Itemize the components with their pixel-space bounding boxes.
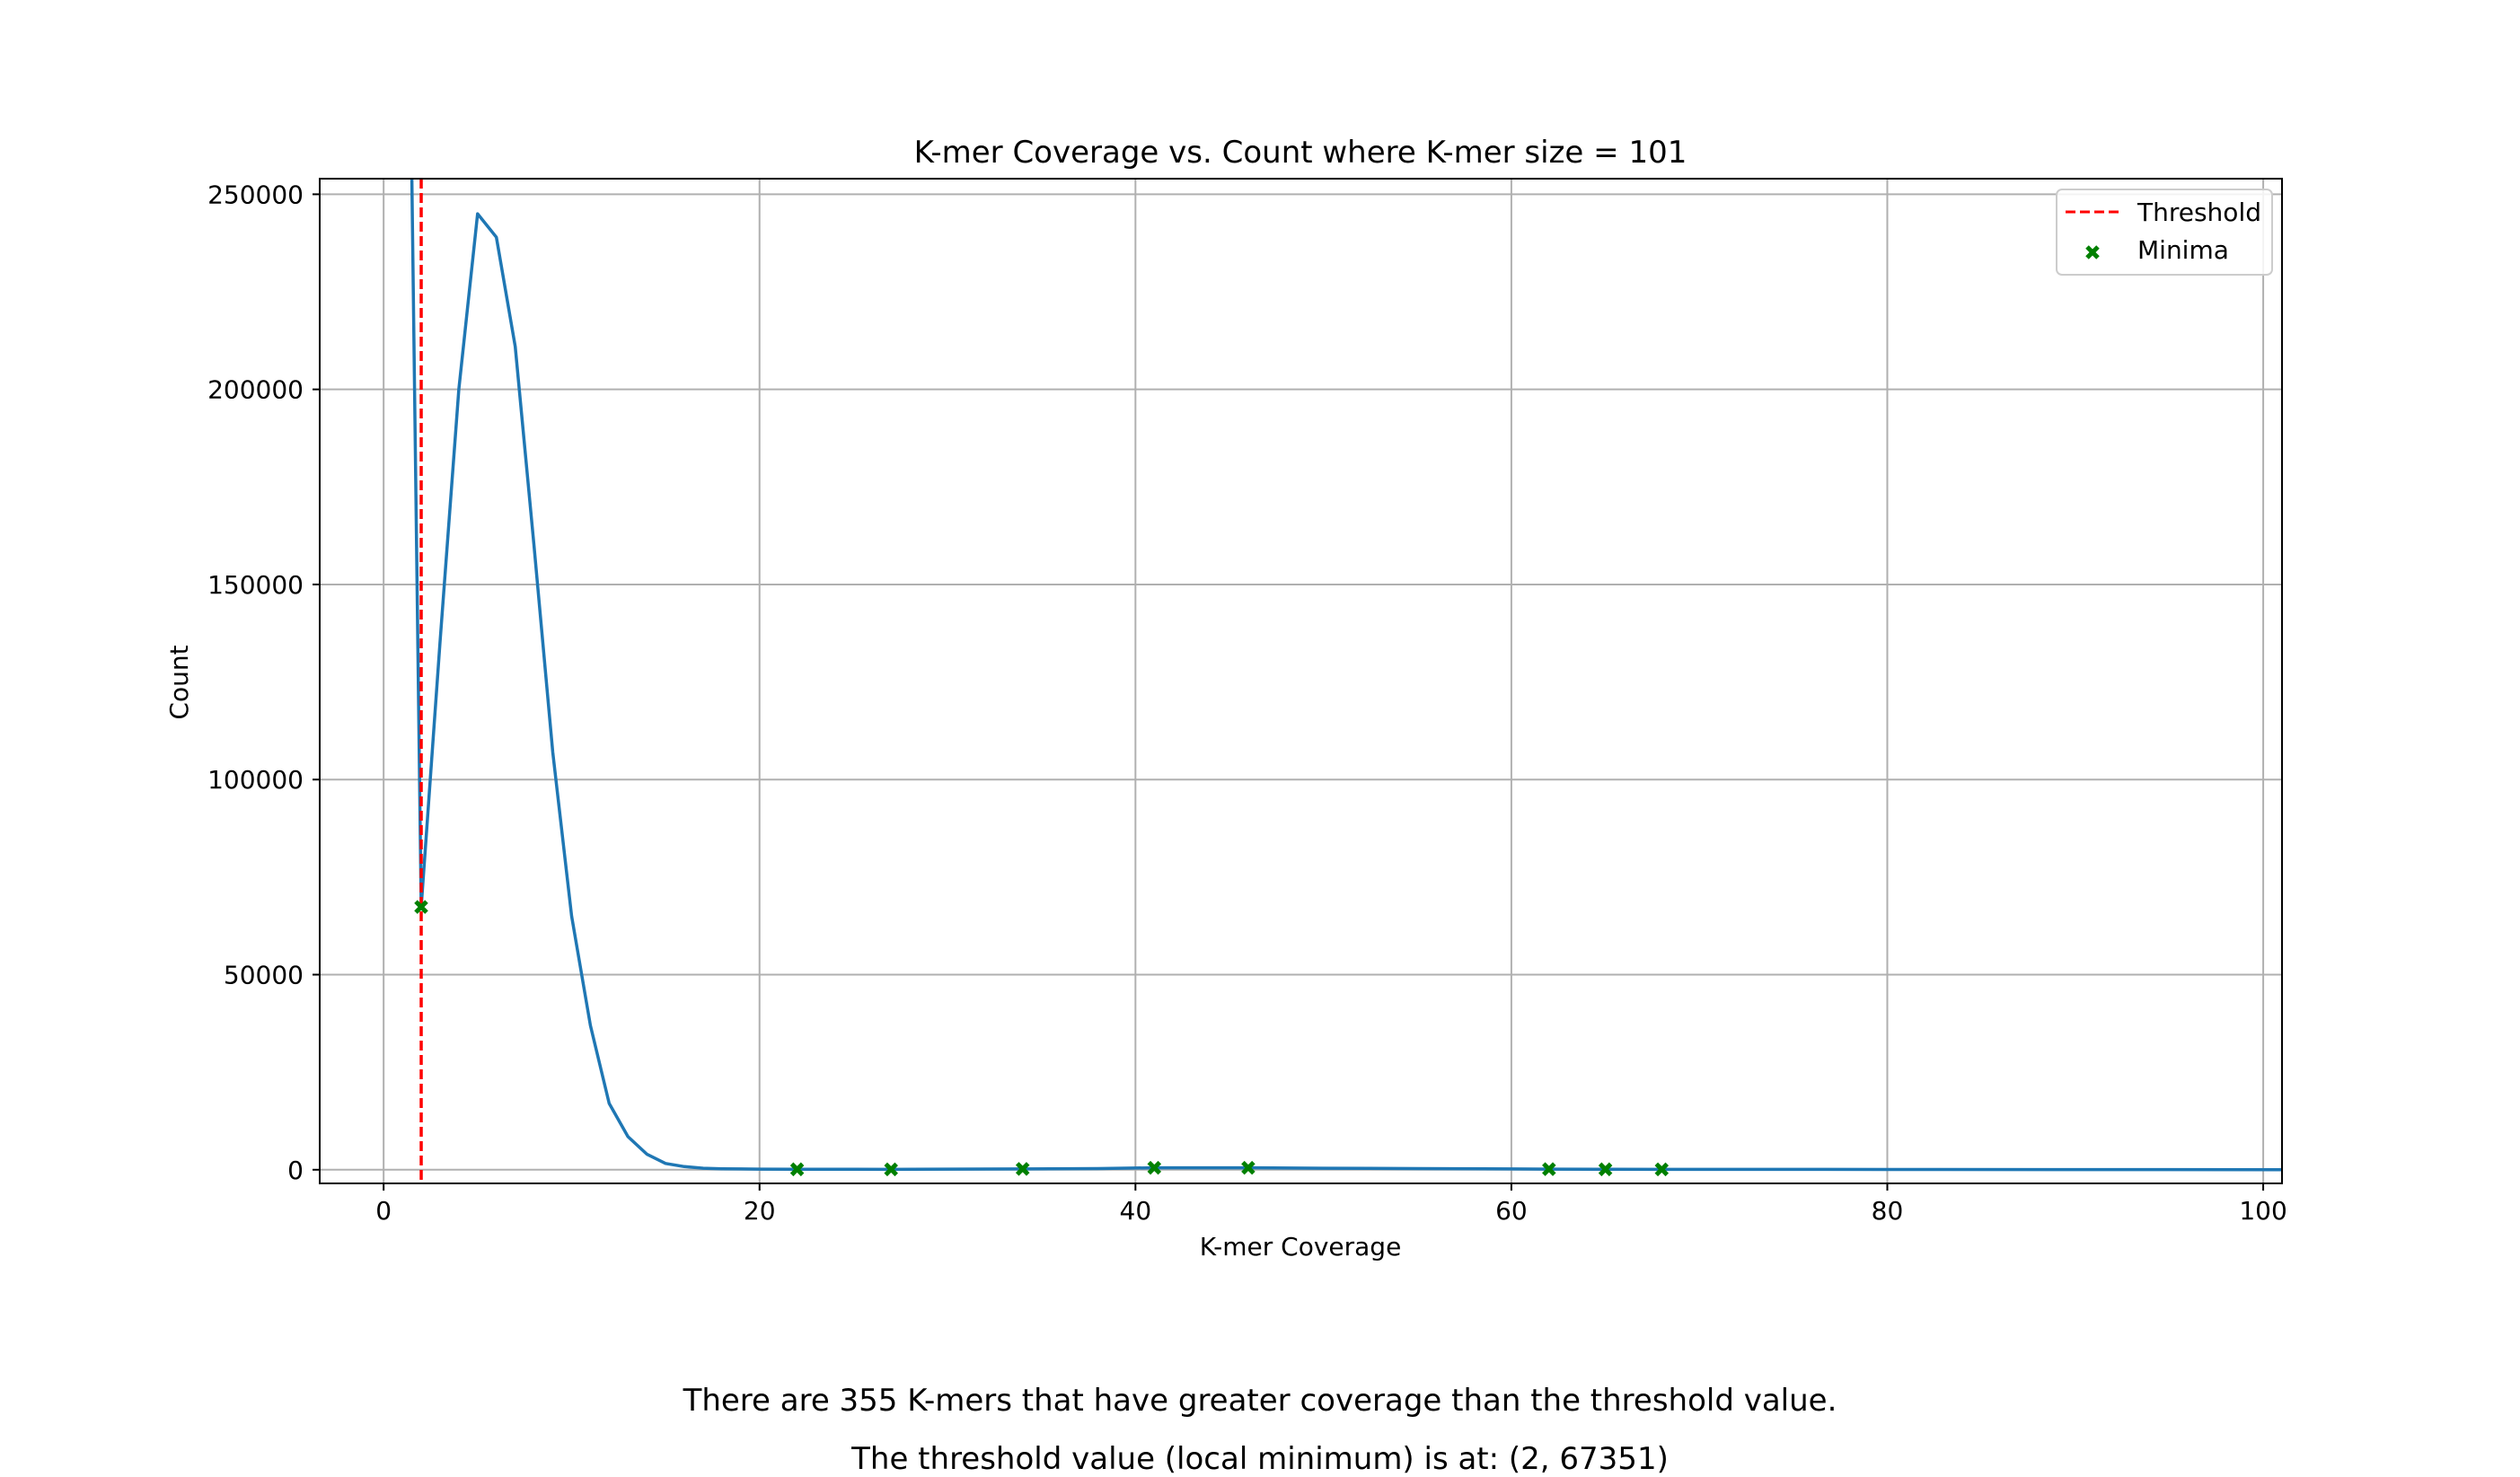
minima-layer	[414, 900, 1670, 1177]
y-axis-label: Count	[164, 645, 194, 719]
minima-marker-x	[1598, 1162, 1613, 1177]
minima-marker-x	[1015, 1162, 1030, 1176]
caption-threshold-value: The threshold value (local minimum) is a…	[851, 1441, 1669, 1477]
minima-marker	[789, 1162, 805, 1177]
x-tick-label: 20	[744, 1196, 776, 1226]
minima-marker	[1542, 1162, 1556, 1176]
minima-marker-x	[884, 1162, 898, 1177]
minima-marker	[1015, 1162, 1030, 1176]
y-tick-label: 250000	[207, 180, 304, 209]
y-tick-label: 100000	[207, 765, 304, 795]
y-tick-label: 0	[287, 1156, 304, 1185]
caption-kmer-count: There are 355 K-mers that have greater c…	[683, 1383, 1837, 1419]
minima-marker	[884, 1162, 898, 1177]
series-line	[410, 179, 2282, 1172]
y-tick-label: 200000	[207, 375, 304, 405]
axis-ticks: 0 20 40 60 80 100 0 50000 100000 150000 200000 2500…	[207, 180, 2287, 1226]
x-tick-label: 80	[1872, 1196, 1904, 1226]
x-tick-label: 100	[2239, 1196, 2287, 1226]
legend-threshold-label: Threshold	[2137, 198, 2261, 227]
x-tick-label: 0	[375, 1196, 392, 1226]
plot-frame	[319, 178, 2283, 1184]
x-tick-label: 40	[1120, 1196, 1152, 1226]
legend-minima-swatch	[2085, 245, 2100, 259]
grid-lines	[320, 179, 2282, 1183]
minima-marker	[1241, 1160, 1256, 1175]
minima-marker	[1147, 1160, 1162, 1175]
minima-marker-x	[1241, 1160, 1256, 1175]
minima-marker-x	[789, 1162, 805, 1177]
x-tick-label: 60	[1495, 1196, 1528, 1226]
minima-marker-x	[414, 900, 428, 914]
minima-marker	[1654, 1162, 1670, 1177]
minima-marker-x	[1654, 1162, 1670, 1177]
series-layer	[410, 179, 2282, 1172]
y-tick-label: 50000	[224, 961, 304, 990]
chart-title: K-mer Coverage vs. Count where K-mer siz…	[914, 135, 1687, 171]
minima-marker-x	[1542, 1162, 1556, 1176]
minima-marker	[1598, 1162, 1613, 1177]
minima-marker	[414, 900, 428, 914]
legend-minima-label: Minima	[2137, 235, 2229, 265]
y-tick-label: 150000	[207, 570, 304, 600]
x-axis-label: K-mer Coverage	[1200, 1232, 1402, 1262]
legend: Threshold Minima	[2056, 189, 2273, 276]
minima-marker-x	[1147, 1160, 1162, 1175]
